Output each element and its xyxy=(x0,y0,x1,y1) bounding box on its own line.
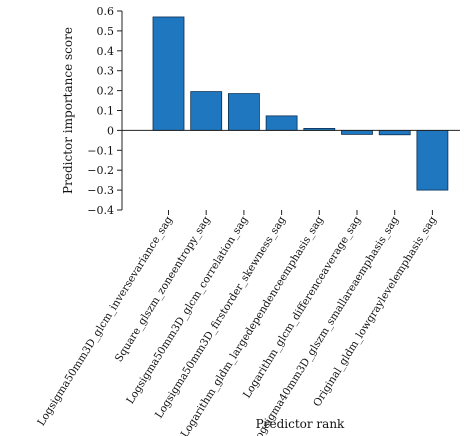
y-tick-label: 0.1 xyxy=(97,105,115,118)
x-tick-label: Logsigma40mm3D_glszm_smallareaemphasis_s… xyxy=(249,214,401,436)
y-tick-label: 0 xyxy=(107,124,114,137)
x-tick-label: Logarithm_gldm_largedependenceemphasis_s… xyxy=(179,214,326,436)
bar xyxy=(265,115,298,131)
y-tick-label: 0.3 xyxy=(97,65,115,78)
y-tick-label: 0.2 xyxy=(97,85,115,98)
bar xyxy=(416,129,449,191)
bars xyxy=(152,16,449,191)
y-tick-label: 0.6 xyxy=(97,5,115,18)
bar xyxy=(152,16,185,131)
x-axis-title: Predictor rank xyxy=(256,417,345,431)
x-ticks xyxy=(168,210,433,215)
y-tick-label: −0.3 xyxy=(87,184,114,197)
y-ticks: 0.6 0.5 0.4 0.3 0.2 0.1 0 −0.1 −0.2 −0.3 −0.4 xyxy=(87,5,122,217)
y-tick-label: −0.2 xyxy=(87,164,114,177)
y-tick-label: 0.4 xyxy=(97,45,115,58)
y-tick-label: −0.1 xyxy=(87,144,114,157)
y-tick-label: −0.4 xyxy=(87,204,114,217)
x-tick-label: Logsigma50mm3D_glcm_inversevariance_sag xyxy=(35,214,175,428)
y-tick-label: 0.5 xyxy=(97,25,115,38)
y-axis-title: Predictor importance score xyxy=(61,27,75,194)
x-tick-labels: Logsigma50mm3D_glcm_inversevariance_sagS… xyxy=(35,214,439,436)
bar xyxy=(227,93,260,131)
plot-area: 0.6 0.5 0.4 0.3 0.2 0.1 0 −0.1 −0.2 −0.3 −0.4 Logs… xyxy=(35,5,460,436)
bar xyxy=(190,91,223,131)
bar xyxy=(341,129,373,135)
bar xyxy=(378,129,411,136)
